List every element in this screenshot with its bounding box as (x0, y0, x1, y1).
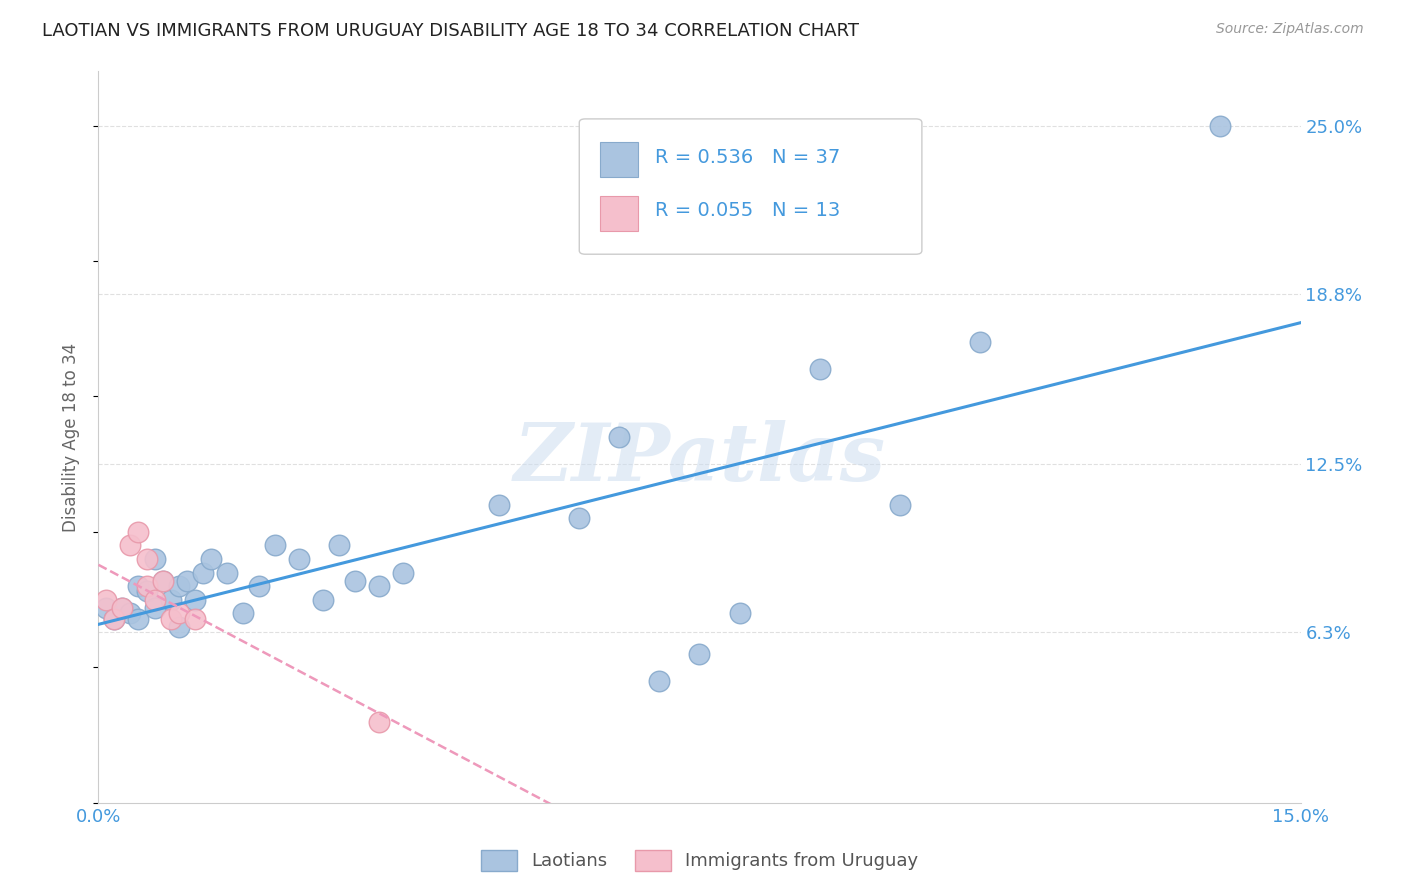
Point (689, 647, 711, 661)
Point (103, 611, 125, 625)
Point (969, 335, 991, 350)
Point (889, 498, 911, 512)
Point (128, 579, 150, 593)
Point (143, 600, 166, 615)
Point (247, 579, 270, 593)
Point (152, 574, 174, 588)
Point (728, 606, 751, 620)
Point (176, 574, 198, 588)
Text: Source: ZipAtlas.com: Source: ZipAtlas.com (1216, 22, 1364, 37)
Point (200, 552, 222, 566)
Point (288, 552, 311, 566)
Point (143, 592, 166, 607)
Point (159, 592, 181, 607)
Point (568, 511, 591, 525)
Point (135, 584, 157, 599)
Point (167, 606, 190, 620)
Point (1209, 119, 1232, 133)
Point (368, 579, 391, 593)
Point (648, 673, 671, 688)
FancyBboxPatch shape (600, 195, 638, 231)
Point (328, 538, 350, 552)
Point (392, 566, 415, 580)
Point (191, 566, 214, 580)
Point (120, 538, 142, 552)
Point (609, 430, 631, 444)
Point (183, 592, 205, 607)
Point (96, 600, 118, 615)
Point (167, 579, 190, 593)
FancyBboxPatch shape (579, 119, 922, 254)
Point (128, 524, 150, 539)
Text: ZIPatlas: ZIPatlas (513, 420, 886, 498)
Point (135, 552, 157, 566)
Y-axis label: Disability Age 18 to 34: Disability Age 18 to 34 (62, 343, 80, 532)
Point (368, 714, 391, 729)
Point (111, 600, 134, 615)
Point (128, 611, 150, 625)
Point (152, 574, 174, 588)
Point (135, 579, 157, 593)
Point (183, 611, 205, 625)
Point (808, 362, 831, 376)
Point (120, 606, 142, 620)
Point (96, 592, 118, 607)
Point (103, 611, 125, 625)
Text: R = 0.055   N = 13: R = 0.055 N = 13 (655, 201, 841, 219)
Point (488, 498, 510, 512)
Point (111, 600, 134, 615)
Point (159, 611, 181, 625)
Legend: Laotians, Immigrants from Uruguay: Laotians, Immigrants from Uruguay (474, 843, 925, 878)
Text: R = 0.536   N = 37: R = 0.536 N = 37 (655, 148, 841, 167)
Point (343, 574, 366, 588)
FancyBboxPatch shape (600, 143, 638, 178)
Point (143, 552, 166, 566)
Text: LAOTIAN VS IMMIGRANTS FROM URUGUAY DISABILITY AGE 18 TO 34 CORRELATION CHART: LAOTIAN VS IMMIGRANTS FROM URUGUAY DISAB… (42, 22, 859, 40)
Point (312, 592, 335, 607)
Point (167, 620, 190, 634)
Point (215, 566, 238, 580)
Point (232, 606, 254, 620)
Point (263, 538, 285, 552)
